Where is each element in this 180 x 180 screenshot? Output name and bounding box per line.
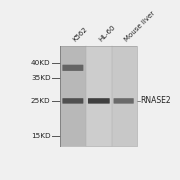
Text: RNASE2: RNASE2 [140,96,171,105]
Text: 40KD: 40KD [31,60,51,66]
FancyBboxPatch shape [62,65,83,71]
Text: 25KD: 25KD [31,98,51,104]
Bar [86,46,112,146]
FancyBboxPatch shape [62,98,83,104]
Bar [60,46,86,146]
Text: K562: K562 [71,26,88,43]
Text: 35KD: 35KD [31,75,51,81]
FancyBboxPatch shape [114,98,134,104]
Text: 15KD: 15KD [31,132,51,139]
Bar [112,46,137,146]
Text: Mouse liver: Mouse liver [123,11,156,43]
FancyBboxPatch shape [88,98,110,104]
Bar [60,46,137,146]
Text: HL-60: HL-60 [97,24,116,43]
